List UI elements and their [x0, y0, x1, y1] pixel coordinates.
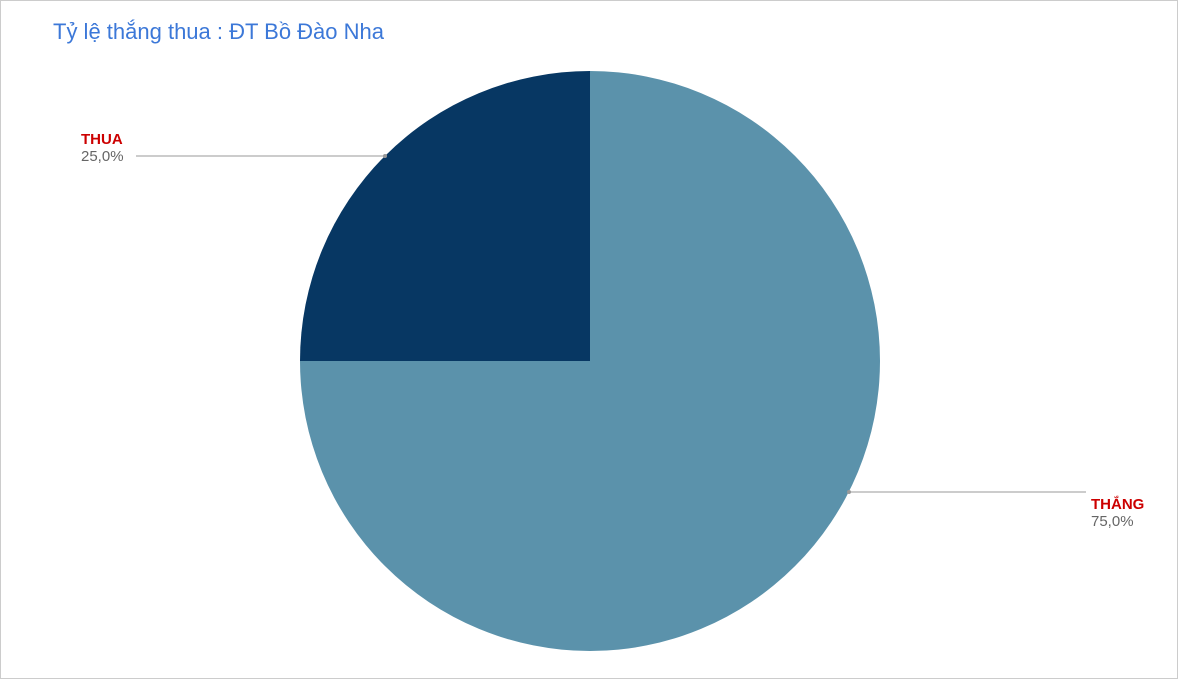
leader-dot-thắng: [847, 490, 851, 494]
slice-label-name: THUA: [81, 131, 124, 148]
slice-label-thua: THUA25,0%: [81, 131, 124, 165]
leader-dot-thua: [383, 154, 387, 158]
slice-label-name: THẮNG: [1091, 496, 1144, 513]
pie-slice-thua: [300, 71, 590, 361]
slice-label-thắng: THẮNG75,0%: [1091, 496, 1144, 530]
slice-label-percent: 75,0%: [1091, 513, 1144, 530]
pie-chart-svg: [1, 1, 1178, 680]
slice-label-percent: 25,0%: [81, 148, 124, 165]
pie-chart-container: Tỷ lệ thắng thua : ĐT Bồ Đào Nha THẮNG75…: [1, 1, 1177, 678]
chart-title: Tỷ lệ thắng thua : ĐT Bồ Đào Nha: [53, 19, 384, 45]
